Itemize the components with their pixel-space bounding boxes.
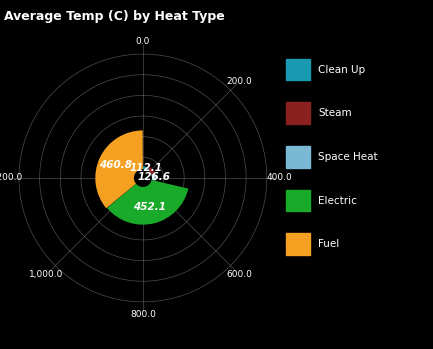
Bar (107, 180, 188, 225)
Text: 460.8: 460.8 (99, 160, 132, 170)
Text: Average Temp (C) by Heat Type: Average Temp (C) by Heat Type (4, 10, 225, 23)
Bar (95, 131, 143, 208)
Text: 112.1: 112.1 (129, 163, 162, 173)
Text: 400.0: 400.0 (267, 173, 293, 183)
Text: 452.1: 452.1 (133, 202, 166, 211)
Polygon shape (135, 170, 151, 186)
Text: Clean Up: Clean Up (318, 65, 365, 75)
Bar (147, 167, 155, 175)
Text: 800.0: 800.0 (130, 310, 156, 319)
Text: Space Heat: Space Heat (318, 152, 378, 162)
Text: 600.0: 600.0 (227, 270, 252, 279)
Text: 126.6: 126.6 (137, 172, 170, 182)
Text: Steam: Steam (318, 109, 352, 118)
Text: 200.0: 200.0 (227, 77, 252, 86)
Text: 1,000.0: 1,000.0 (29, 270, 63, 279)
Bar (143, 166, 149, 171)
Text: Electric: Electric (318, 196, 357, 206)
Text: 1,200.0: 1,200.0 (0, 173, 23, 183)
Text: Fuel: Fuel (318, 239, 339, 249)
Text: 0.0: 0.0 (136, 37, 150, 46)
Bar (151, 173, 156, 181)
